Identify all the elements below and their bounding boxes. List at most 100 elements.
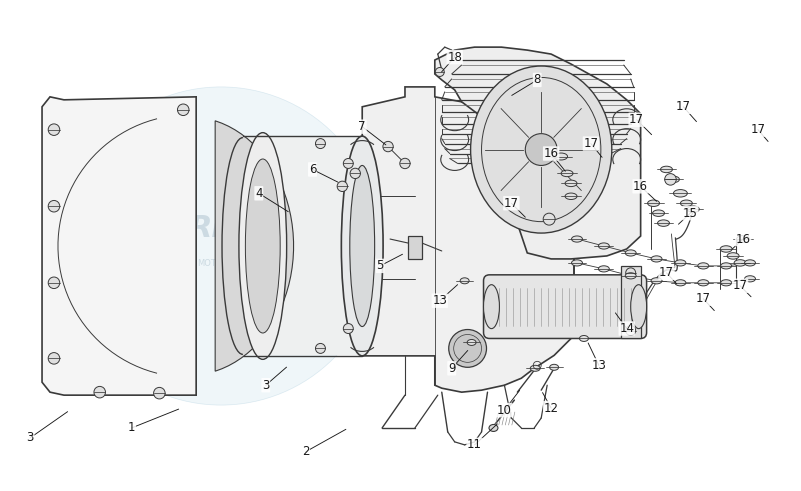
Ellipse shape — [572, 236, 582, 242]
Ellipse shape — [350, 168, 360, 179]
Text: MOTORPARTS: MOTORPARTS — [197, 259, 255, 269]
Text: 16: 16 — [544, 147, 558, 160]
Ellipse shape — [543, 213, 555, 225]
Ellipse shape — [554, 153, 568, 160]
Text: 17: 17 — [676, 100, 691, 113]
Ellipse shape — [661, 166, 673, 173]
Ellipse shape — [727, 253, 739, 259]
Ellipse shape — [239, 133, 287, 359]
Ellipse shape — [630, 285, 646, 328]
Ellipse shape — [658, 220, 670, 226]
Ellipse shape — [350, 165, 375, 327]
Polygon shape — [621, 266, 641, 338]
Ellipse shape — [154, 387, 165, 399]
Polygon shape — [408, 236, 422, 259]
Ellipse shape — [94, 386, 106, 398]
Text: 1: 1 — [128, 421, 135, 435]
Ellipse shape — [561, 170, 573, 177]
Ellipse shape — [674, 190, 687, 197]
Text: 3: 3 — [26, 432, 34, 444]
Text: 11: 11 — [467, 438, 482, 451]
Ellipse shape — [572, 260, 582, 266]
Ellipse shape — [675, 280, 686, 286]
Text: 17: 17 — [696, 292, 710, 305]
Ellipse shape — [579, 335, 589, 341]
Ellipse shape — [48, 200, 60, 212]
Text: 12: 12 — [544, 402, 558, 414]
Ellipse shape — [471, 66, 612, 233]
Ellipse shape — [530, 365, 540, 371]
Ellipse shape — [400, 158, 410, 168]
Text: 17: 17 — [751, 123, 766, 136]
Text: 17: 17 — [659, 266, 674, 279]
Ellipse shape — [449, 329, 486, 367]
Ellipse shape — [680, 200, 692, 207]
Ellipse shape — [665, 174, 676, 185]
Text: 10: 10 — [497, 404, 512, 416]
Ellipse shape — [626, 273, 636, 279]
Text: 17: 17 — [583, 137, 598, 150]
Ellipse shape — [460, 278, 469, 284]
Ellipse shape — [737, 236, 750, 243]
Text: 15: 15 — [683, 207, 698, 219]
Ellipse shape — [484, 285, 500, 328]
Ellipse shape — [651, 278, 662, 284]
Text: 14: 14 — [619, 322, 634, 335]
Text: 6: 6 — [308, 163, 316, 176]
Ellipse shape — [549, 364, 558, 370]
Text: 4: 4 — [255, 187, 263, 200]
Ellipse shape — [337, 181, 348, 191]
Ellipse shape — [48, 277, 60, 289]
Text: 18: 18 — [447, 51, 462, 63]
Ellipse shape — [745, 276, 755, 282]
Ellipse shape — [341, 136, 383, 356]
Ellipse shape — [598, 266, 610, 272]
Ellipse shape — [435, 68, 445, 77]
Text: 2: 2 — [302, 445, 309, 458]
Polygon shape — [435, 47, 641, 259]
Ellipse shape — [626, 326, 636, 335]
Ellipse shape — [626, 268, 636, 278]
Text: 8: 8 — [533, 74, 541, 86]
Ellipse shape — [687, 206, 699, 213]
Ellipse shape — [565, 193, 577, 199]
Text: REM: REM — [188, 214, 264, 243]
Ellipse shape — [525, 134, 557, 165]
Ellipse shape — [745, 260, 755, 266]
Polygon shape — [362, 87, 574, 392]
Ellipse shape — [720, 246, 732, 252]
Polygon shape — [215, 121, 293, 371]
Circle shape — [62, 87, 380, 405]
Ellipse shape — [316, 343, 325, 354]
Ellipse shape — [675, 260, 686, 266]
Ellipse shape — [667, 176, 679, 183]
Ellipse shape — [316, 138, 325, 149]
Text: 9: 9 — [448, 362, 456, 375]
Ellipse shape — [698, 280, 709, 286]
Ellipse shape — [698, 263, 709, 269]
Ellipse shape — [598, 243, 610, 249]
Text: 3: 3 — [262, 379, 269, 392]
Ellipse shape — [48, 124, 60, 136]
Text: 5: 5 — [376, 259, 384, 273]
Ellipse shape — [721, 280, 731, 286]
Text: 17: 17 — [733, 279, 747, 292]
Ellipse shape — [48, 353, 60, 364]
Text: 7: 7 — [359, 120, 366, 133]
Ellipse shape — [626, 250, 636, 256]
Ellipse shape — [344, 159, 353, 168]
Ellipse shape — [467, 339, 476, 346]
Text: 16: 16 — [633, 180, 648, 193]
Ellipse shape — [647, 200, 659, 207]
Ellipse shape — [565, 180, 577, 187]
Ellipse shape — [178, 104, 189, 115]
Ellipse shape — [383, 141, 393, 152]
Ellipse shape — [245, 159, 280, 333]
Ellipse shape — [734, 260, 746, 266]
Ellipse shape — [721, 263, 731, 269]
Text: 13: 13 — [433, 294, 447, 307]
Text: 17: 17 — [504, 197, 519, 210]
Text: 13: 13 — [591, 359, 606, 372]
Ellipse shape — [344, 324, 353, 333]
Polygon shape — [42, 97, 196, 395]
